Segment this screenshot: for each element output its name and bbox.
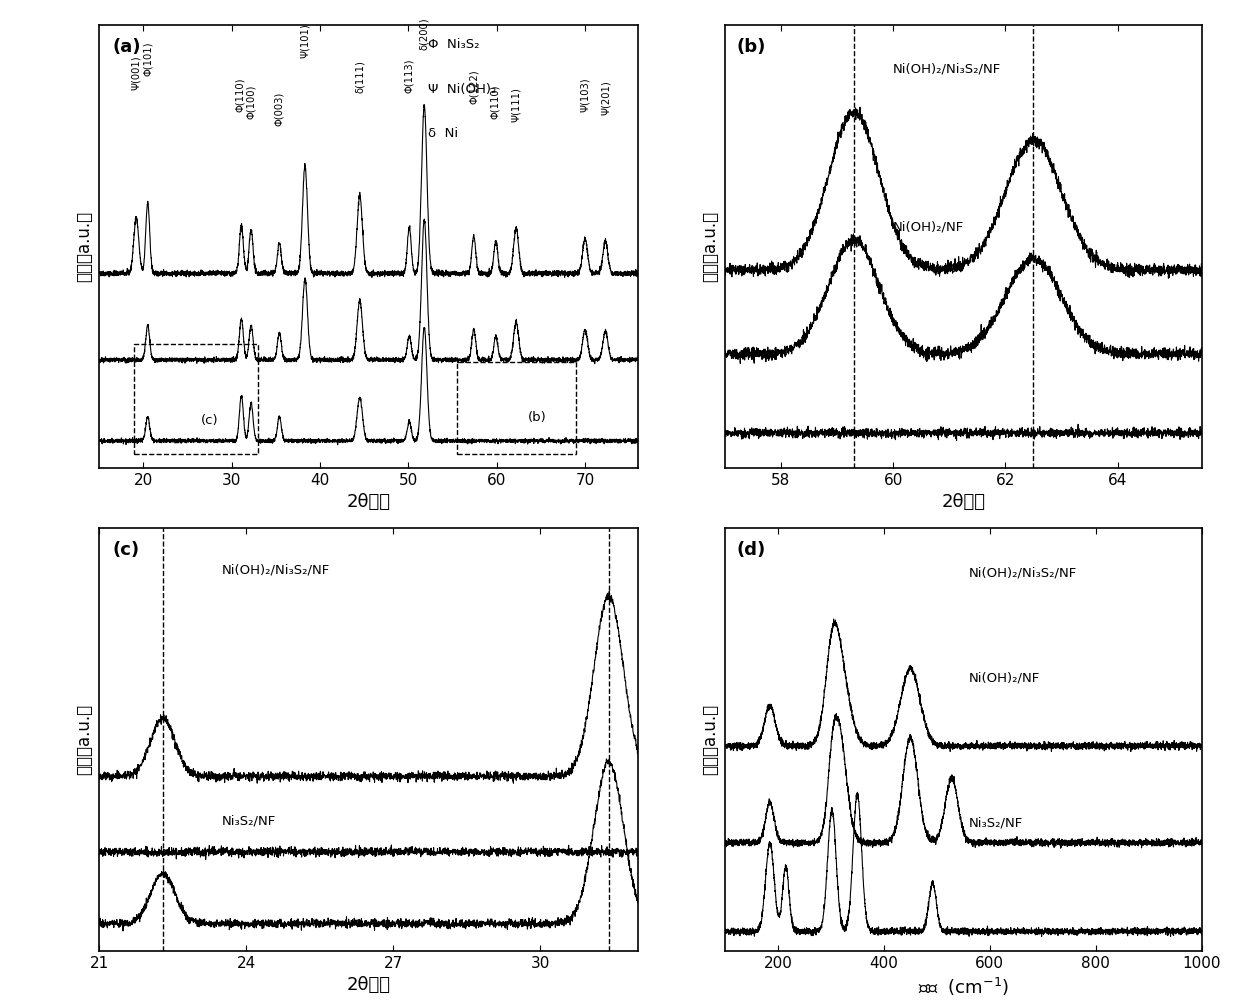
Text: Φ(122): Φ(122) — [468, 69, 478, 104]
Text: Ni(OH)₂/Ni₃S₂/NF: Ni(OH)₂/Ni₃S₂/NF — [969, 566, 1077, 579]
X-axis label: 2θ角度: 2θ角度 — [347, 976, 390, 994]
Text: Ni₃S₂/NF: Ni₃S₂/NF — [222, 815, 276, 828]
Text: Ψ(001): Ψ(001) — [131, 55, 141, 90]
Bar — [457, 362, 576, 454]
Y-axis label: 強度（a.u.）: 強度（a.u.） — [76, 704, 94, 775]
Text: Φ(113): Φ(113) — [404, 58, 414, 94]
Bar — [135, 344, 258, 454]
Text: δ(111): δ(111) — [354, 60, 364, 94]
Text: Ψ(201): Ψ(201) — [601, 80, 611, 115]
Text: (c): (c) — [113, 541, 140, 558]
Text: (d): (d) — [737, 541, 766, 558]
Text: Ψ(111): Ψ(111) — [512, 88, 522, 123]
Y-axis label: 強度（a.u.）: 強度（a.u.） — [701, 704, 720, 775]
Text: δ(200): δ(200) — [419, 17, 429, 50]
Text: (c): (c) — [201, 413, 218, 427]
Text: Ni(OH)₂/NF: Ni(OH)₂/NF — [969, 671, 1040, 684]
Text: (a): (a) — [113, 38, 141, 56]
Text: (b): (b) — [737, 38, 766, 56]
X-axis label: 2θ角度: 2θ角度 — [347, 493, 390, 511]
Text: Φ(110): Φ(110) — [489, 85, 501, 119]
Y-axis label: 強度（a.u.）: 強度（a.u.） — [701, 211, 720, 282]
Text: (b): (b) — [528, 411, 546, 425]
Text: Ni(OH)₂/Ni₃S₂/NF: Ni(OH)₂/Ni₃S₂/NF — [222, 563, 330, 576]
Text: Φ(110): Φ(110) — [235, 77, 245, 112]
Text: Ni(OH)₂/NF: Ni(OH)₂/NF — [893, 220, 964, 233]
Text: δ  Ni: δ Ni — [427, 127, 458, 140]
Text: Φ  Ni₃S₂: Φ Ni₃S₂ — [427, 38, 479, 51]
Text: Φ(003): Φ(003) — [274, 92, 285, 126]
X-axis label: 波长  (cm$^{-1}$): 波长 (cm$^{-1}$) — [918, 976, 1009, 998]
Text: Φ(100): Φ(100) — [247, 85, 256, 119]
X-axis label: 2θ角度: 2θ角度 — [942, 493, 985, 511]
Text: Ni(OH)₂/Ni₃S₂/NF: Ni(OH)₂/Ni₃S₂/NF — [893, 62, 1001, 75]
Text: Ψ  Ni(OH)₂: Ψ Ni(OH)₂ — [427, 82, 497, 96]
Text: Ψ(101): Ψ(101) — [300, 23, 310, 57]
Text: Ni₃S₂/NF: Ni₃S₂/NF — [969, 817, 1023, 830]
Text: Φ(101): Φ(101) — [142, 41, 152, 75]
Y-axis label: 強度（a.u.）: 強度（a.u.） — [76, 211, 94, 282]
Text: Ψ(103): Ψ(103) — [580, 76, 590, 112]
